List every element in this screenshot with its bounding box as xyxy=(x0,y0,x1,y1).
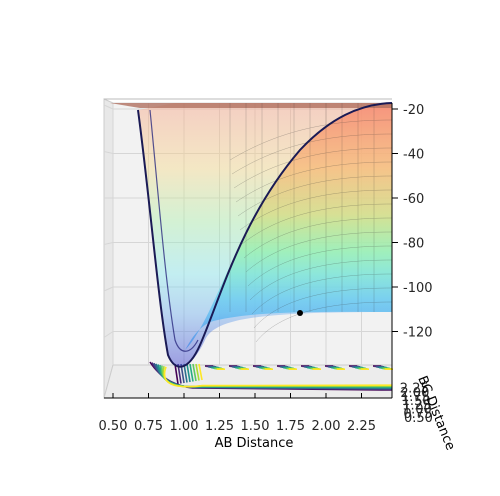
y-tick-label: 0.50 xyxy=(404,411,433,426)
y-tick-label: 0.75 xyxy=(403,407,432,422)
z-tick-label: -60 xyxy=(403,192,424,207)
mesh-line xyxy=(235,161,393,203)
z-ticks: -20 -40 -60 -80 -100 -120 xyxy=(392,103,433,341)
mesh-line xyxy=(231,133,393,175)
x-tick-label: 1.25 xyxy=(205,419,234,434)
mesh-line xyxy=(229,119,393,161)
surface-top-band xyxy=(110,103,392,108)
contour-line xyxy=(198,363,203,381)
x-tick-label: 1.00 xyxy=(170,419,199,434)
y-tick-label: 2.00 xyxy=(400,386,429,401)
left-pane xyxy=(103,98,114,399)
mesh-line xyxy=(233,147,393,189)
x-tick-label: 1.75 xyxy=(276,419,305,434)
y-tick-label: 1.75 xyxy=(401,390,430,405)
y-tick-label: 1.25 xyxy=(402,398,431,413)
contour-line xyxy=(163,366,393,388)
z-tick-label: -40 xyxy=(403,148,424,163)
mesh-line xyxy=(245,231,393,273)
contour-line xyxy=(183,363,188,383)
mesh-line xyxy=(237,175,393,217)
mesh-line xyxy=(249,259,393,301)
x-tick-label: 0.75 xyxy=(134,419,163,434)
x-axis-label: AB Distance xyxy=(215,436,294,451)
x-ticks: 0.50 0.75 1.00 1.25 1.50 1.75 2.00 2.25 xyxy=(99,393,376,434)
mesh-line xyxy=(251,273,393,315)
x-tick-label: 2.25 xyxy=(347,419,376,434)
x-tick-label: 1.50 xyxy=(241,419,270,434)
z-axis: -20 -40 -60 -80 -100 -120 xyxy=(391,103,433,365)
y-ticks: 0.500.751.001.251.501.752.002.25 xyxy=(400,382,433,426)
y-tick-label: 1.50 xyxy=(402,394,431,409)
contour-line xyxy=(192,363,197,382)
mesh-line xyxy=(255,301,393,343)
x-tick-label: 0.50 xyxy=(99,419,128,434)
surface-well-outline xyxy=(137,102,393,368)
surface-inner-outline xyxy=(149,109,199,352)
contour-line xyxy=(174,363,179,385)
grid-line-z-side xyxy=(103,242,114,245)
contour-line xyxy=(189,363,194,382)
mesh-line xyxy=(247,245,393,287)
y-tick-label: 1.00 xyxy=(403,403,432,418)
x-axis: 0.50 0.75 1.00 1.25 1.50 1.75 2.00 2.25 AB Dist… xyxy=(99,393,392,451)
grid-line-z-side xyxy=(103,286,114,292)
grid-line-z-side xyxy=(103,104,114,110)
mesh-line xyxy=(239,189,393,231)
marker-point xyxy=(297,310,303,316)
mesh-line xyxy=(241,203,393,245)
mesh-line xyxy=(253,287,393,329)
contour-line xyxy=(195,363,200,381)
z-tick-label: -20 xyxy=(403,103,424,118)
grid-line-z-side xyxy=(103,151,114,154)
surface xyxy=(110,102,393,368)
contour-line xyxy=(186,363,191,383)
mesh-line xyxy=(243,217,393,259)
x-tick-label: 2.00 xyxy=(312,419,341,434)
z-tick-label: -80 xyxy=(403,237,424,252)
grid-line-z-side xyxy=(103,331,114,338)
z-tick-label: -100 xyxy=(403,281,433,296)
z-tick-label: -120 xyxy=(403,326,433,341)
y-tick-label: 2.25 xyxy=(400,382,429,397)
contour-projection xyxy=(149,361,393,391)
y-axis: 0.500.751.001.251.501.752.002.25 BC Dist… xyxy=(391,365,458,453)
surface-mesh xyxy=(229,103,393,343)
surface-left-sheet xyxy=(138,103,392,367)
